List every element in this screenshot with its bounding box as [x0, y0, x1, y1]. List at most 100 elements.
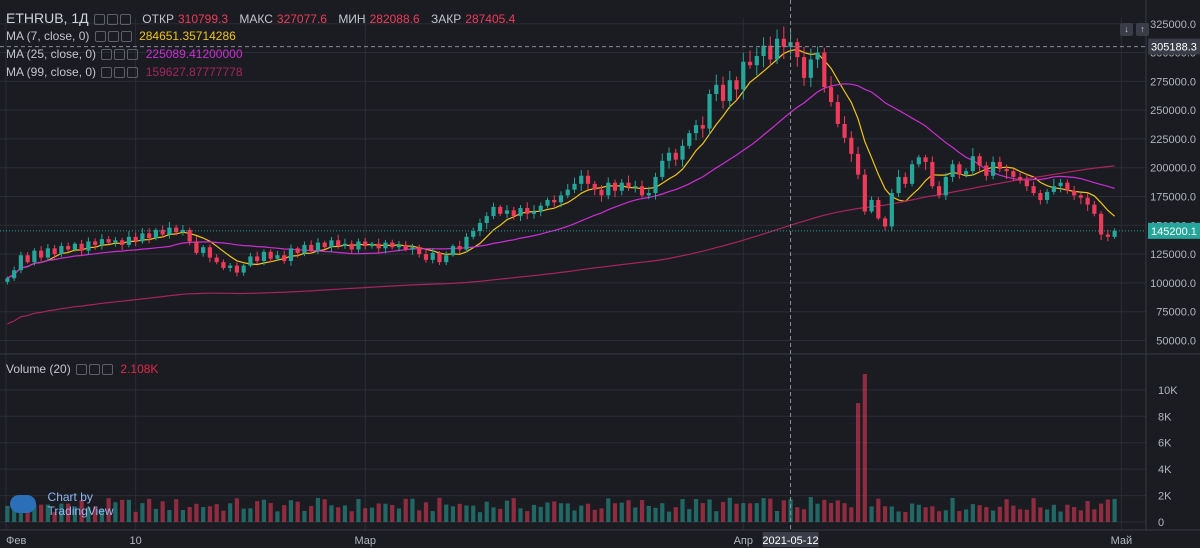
price-tick-label: 100000.0 — [1150, 278, 1196, 290]
symbol-legend: ETHRUB, 1Д ОТКР 310799.3 МАКС 327077.6 МИН… — [6, 10, 515, 26]
candle-body — [633, 186, 638, 188]
candle-body — [727, 80, 732, 101]
volume-bar — [268, 503, 273, 522]
candle-body — [707, 94, 712, 129]
volume-bar — [147, 498, 152, 522]
volume-bar — [309, 506, 314, 522]
arrow-down-icon[interactable]: ↓ — [1120, 23, 1133, 36]
eye-icon[interactable] — [94, 31, 106, 42]
crosshair-price-label: 305188.3 — [1151, 42, 1197, 54]
close-icon[interactable] — [127, 67, 139, 78]
volume-bar — [396, 508, 402, 522]
volume-bar — [707, 499, 712, 522]
volume-bar — [795, 507, 800, 522]
volume-bar — [464, 505, 469, 522]
price-tick-label: 275000.0 — [1150, 76, 1196, 88]
eye-icon[interactable] — [101, 49, 113, 60]
close-icon[interactable] — [120, 31, 132, 42]
candle-body — [275, 255, 280, 259]
volume-bar — [727, 497, 732, 522]
price-tick-label: 225000.0 — [1150, 134, 1196, 146]
candle-body — [1031, 186, 1036, 194]
candle-body — [369, 243, 375, 247]
close-icon[interactable] — [127, 49, 139, 60]
candle-body — [882, 218, 888, 227]
volume-tick-label: 10K — [1158, 385, 1178, 397]
candle-body — [741, 61, 746, 90]
volume-bar — [754, 503, 759, 522]
time-tick-label: Фев — [6, 535, 26, 547]
volume-bar — [619, 502, 624, 522]
volume-bar — [558, 503, 564, 522]
candle-body — [552, 199, 557, 203]
volume-bar — [552, 501, 557, 522]
time-tick-label: Май — [1111, 535, 1133, 547]
volume-bar — [653, 507, 658, 522]
close-icon[interactable] — [119, 14, 131, 25]
settings-icon[interactable] — [107, 31, 119, 42]
arrow-up-icon[interactable]: ↑ — [1136, 23, 1149, 36]
candle-body — [52, 248, 57, 255]
settings-icon[interactable] — [114, 67, 126, 78]
candle-body — [815, 52, 820, 60]
volume-bar — [5, 505, 10, 522]
candle-body — [687, 133, 692, 146]
candle-body — [491, 206, 496, 217]
high-label: МАКС — [239, 12, 273, 26]
candle-body — [430, 252, 435, 260]
candle-body — [255, 256, 260, 262]
candle-body — [1072, 190, 1077, 196]
candle-body — [1024, 180, 1029, 187]
volume-bar — [592, 509, 597, 522]
tradingview-badge[interactable]: Chart by TradingView — [10, 490, 160, 518]
candle-body — [957, 164, 962, 175]
settings-icon[interactable] — [89, 364, 101, 375]
eye-icon[interactable] — [101, 67, 113, 78]
settings-icon[interactable] — [106, 14, 118, 25]
candle-body — [410, 247, 415, 250]
candle-body — [336, 240, 341, 247]
candle-body — [720, 84, 726, 101]
volume-bar — [936, 511, 942, 522]
candle-body — [356, 241, 361, 250]
volume-bar — [612, 503, 618, 522]
volume-bar — [106, 498, 111, 522]
volume-bar — [680, 499, 685, 522]
volume-bar — [140, 503, 145, 522]
candle-body — [977, 156, 982, 166]
volume-bar — [72, 506, 77, 522]
volume-bar — [336, 507, 341, 522]
settings-icon[interactable] — [114, 49, 126, 60]
ma7-value: 284651.35714286 — [139, 29, 236, 43]
ma25-legend: MA (25, close, 0) 225089.41200000 — [6, 47, 243, 61]
candle-body — [241, 265, 246, 273]
candle-body — [113, 240, 118, 243]
volume-bar — [862, 373, 867, 522]
candle-body — [457, 246, 462, 250]
volume-bar — [957, 511, 962, 522]
volume-bar — [909, 503, 915, 522]
candle-body — [248, 256, 253, 266]
candle-body — [970, 156, 975, 172]
candle-body — [120, 240, 125, 245]
volume-bar — [1004, 499, 1009, 522]
volume-bar — [423, 502, 429, 522]
close-icon[interactable] — [102, 364, 114, 375]
eye-icon[interactable] — [76, 364, 88, 375]
eye-icon[interactable] — [93, 14, 105, 25]
candle-body — [538, 205, 543, 212]
candle-body — [801, 57, 807, 78]
ma99-value: 159627.87777778 — [145, 65, 243, 79]
candle-body — [599, 189, 604, 196]
volume-bar — [410, 498, 415, 522]
volume-bar — [572, 510, 577, 522]
candle-body — [315, 242, 321, 251]
candle-body — [295, 248, 300, 253]
candle-body — [214, 257, 219, 263]
volume-bar — [579, 505, 584, 522]
candle-body — [86, 241, 91, 251]
candle-body — [693, 125, 699, 134]
candle-body — [680, 145, 685, 160]
